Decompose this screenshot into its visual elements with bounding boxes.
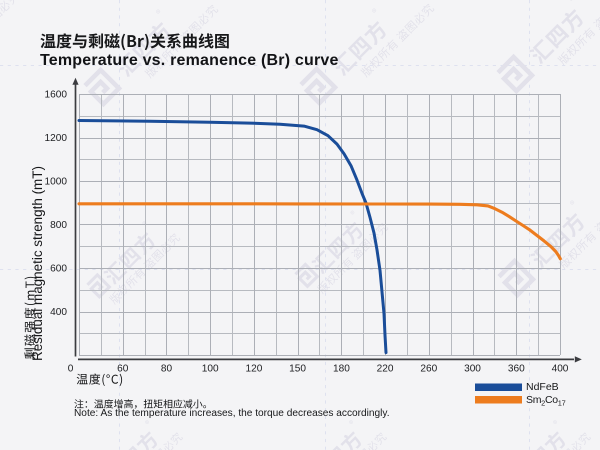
svg-text:1000: 1000	[45, 177, 68, 188]
svg-text:100: 100	[202, 364, 219, 375]
svg-text:120: 120	[245, 364, 262, 375]
svg-text:150: 150	[289, 364, 306, 375]
svg-text:800: 800	[50, 220, 67, 231]
svg-text:80: 80	[161, 364, 173, 375]
svg-text:360: 360	[508, 364, 525, 375]
svg-text:300: 300	[464, 364, 481, 375]
svg-text:600: 600	[50, 264, 67, 275]
svg-text:180: 180	[333, 364, 350, 375]
svg-text:1600: 1600	[45, 90, 68, 101]
svg-text:0: 0	[68, 364, 74, 375]
svg-text:260: 260	[420, 364, 437, 375]
svg-text:220: 220	[377, 364, 394, 375]
svg-text:1200: 1200	[45, 133, 68, 144]
svg-text:400: 400	[552, 364, 569, 375]
svg-text:400: 400	[50, 307, 67, 318]
svg-text:60: 60	[117, 364, 129, 375]
